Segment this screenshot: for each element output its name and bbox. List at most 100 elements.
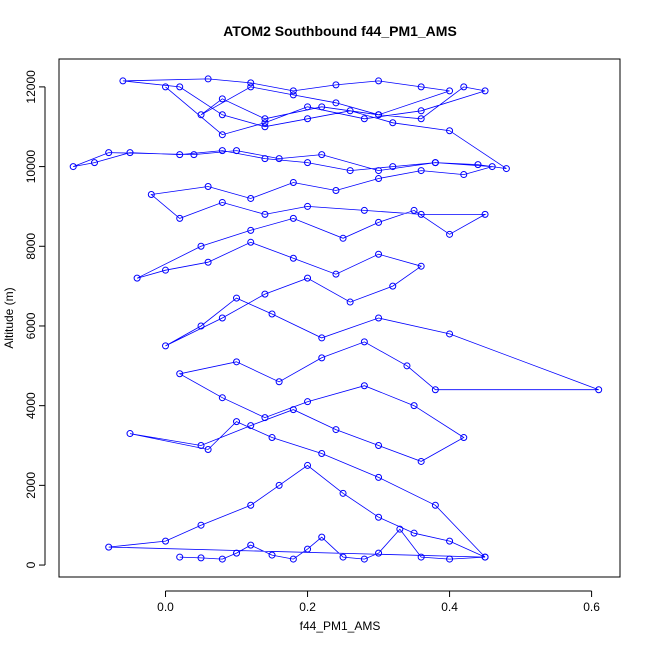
data-point xyxy=(261,155,269,163)
data-point xyxy=(304,159,312,167)
data-point xyxy=(204,75,212,83)
data-point xyxy=(261,414,269,422)
data-point xyxy=(360,382,368,390)
data-point xyxy=(289,87,297,95)
data-point xyxy=(360,206,368,214)
data-point xyxy=(318,103,326,111)
data-point xyxy=(197,322,205,330)
data-point xyxy=(105,149,113,157)
data-point xyxy=(304,461,312,469)
data-point xyxy=(595,386,603,394)
data-point xyxy=(233,549,241,557)
data-point xyxy=(375,77,383,85)
data-point xyxy=(410,529,418,537)
data-point xyxy=(233,358,241,366)
y-axis: 0 2000 4000 6000 8000 10000 12000 xyxy=(24,70,46,568)
data-point xyxy=(261,290,269,298)
data-point xyxy=(346,107,354,115)
data-point xyxy=(162,83,170,91)
data-point xyxy=(304,202,312,210)
x-tick-label: 0.4 xyxy=(441,600,458,614)
data-point xyxy=(417,115,425,123)
data-point xyxy=(289,254,297,262)
series-line xyxy=(73,78,599,560)
data-point xyxy=(431,386,439,394)
data-point xyxy=(360,115,368,123)
data-point xyxy=(204,258,212,266)
data-point xyxy=(176,370,184,378)
data-point xyxy=(289,406,297,414)
y-tick-label: 8000 xyxy=(24,233,38,260)
y-tick-label: 10000 xyxy=(24,150,38,184)
data-point xyxy=(218,131,226,139)
data-point xyxy=(147,190,155,198)
data-point xyxy=(289,179,297,187)
data-point xyxy=(204,445,212,453)
data-point xyxy=(446,127,454,135)
plot-area-frame xyxy=(58,58,621,578)
data-point xyxy=(176,83,184,91)
x-tick-label: 0.2 xyxy=(299,600,316,614)
data-point xyxy=(339,234,347,242)
data-point xyxy=(360,555,368,563)
data-point xyxy=(162,537,170,545)
data-series xyxy=(69,75,603,563)
data-point xyxy=(375,111,383,119)
data-point xyxy=(318,449,326,457)
data-point xyxy=(375,167,383,175)
x-tick-label: 0.0 xyxy=(157,600,174,614)
data-point xyxy=(332,99,340,107)
data-point xyxy=(247,501,255,509)
data-point xyxy=(417,262,425,270)
data-point xyxy=(176,151,184,159)
data-point xyxy=(339,553,347,561)
data-point xyxy=(375,473,383,481)
data-point xyxy=(339,489,347,497)
data-point xyxy=(233,294,241,302)
data-point xyxy=(332,270,340,278)
data-point xyxy=(318,533,326,541)
data-point xyxy=(162,266,170,274)
data-point xyxy=(346,167,354,175)
y-tick-label: 4000 xyxy=(24,392,38,419)
data-point xyxy=(417,210,425,218)
data-point xyxy=(304,115,312,123)
data-point xyxy=(190,151,198,159)
data-point xyxy=(176,214,184,222)
data-point xyxy=(247,238,255,246)
data-point xyxy=(247,79,255,87)
data-point xyxy=(389,119,397,127)
data-point xyxy=(268,434,276,442)
data-point xyxy=(289,91,297,99)
data-point xyxy=(375,442,383,450)
data-point xyxy=(417,167,425,175)
data-point xyxy=(375,314,383,322)
data-point xyxy=(247,226,255,234)
data-point xyxy=(318,354,326,362)
data-point xyxy=(389,282,397,290)
data-point xyxy=(133,274,141,282)
data-point xyxy=(375,218,383,226)
data-point xyxy=(389,163,397,171)
data-point xyxy=(332,186,340,194)
data-point xyxy=(332,81,340,89)
data-point xyxy=(481,553,489,561)
data-point xyxy=(417,83,425,91)
data-point xyxy=(218,555,226,563)
data-point xyxy=(403,362,411,370)
data-point xyxy=(162,342,170,350)
data-point xyxy=(247,83,255,91)
data-point xyxy=(218,147,226,155)
data-point xyxy=(410,206,418,214)
data-point xyxy=(460,171,468,179)
data-point xyxy=(247,194,255,202)
data-point xyxy=(304,545,312,553)
data-point xyxy=(261,210,269,218)
data-point xyxy=(91,159,99,167)
data-point xyxy=(375,513,383,521)
data-point xyxy=(261,115,269,123)
data-point xyxy=(318,151,326,159)
data-point xyxy=(410,402,418,410)
